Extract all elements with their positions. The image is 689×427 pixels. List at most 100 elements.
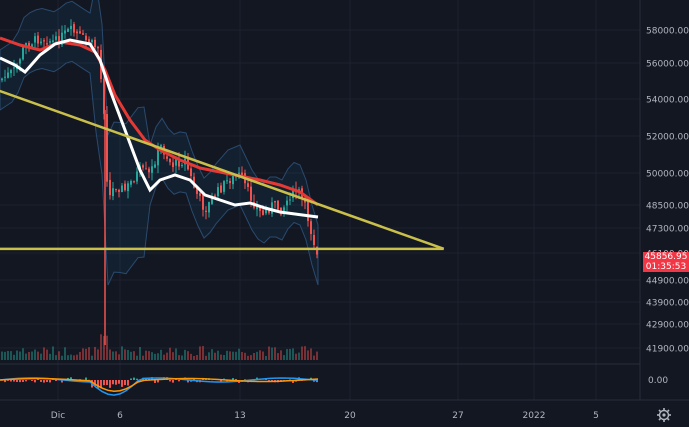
- macd-histogram-bar: [118, 380, 120, 384]
- volume-bar: [28, 351, 30, 360]
- candle-body: [181, 165, 183, 167]
- macd-histogram-bar: [55, 380, 57, 382]
- price-tick-label: 42900.00: [646, 321, 689, 331]
- volume-bar: [79, 351, 81, 360]
- candle-body: [241, 172, 243, 176]
- volume-bar: [232, 351, 234, 360]
- candle-body: [31, 44, 33, 48]
- candle-body: [205, 210, 207, 212]
- volume-bar: [280, 350, 282, 360]
- volume-bar: [133, 351, 135, 360]
- candle-body: [46, 43, 48, 45]
- volume-bar: [46, 349, 48, 360]
- volume-bar: [256, 351, 258, 360]
- candle-body: [175, 159, 177, 166]
- volume-bar: [58, 351, 60, 360]
- candle-body: [226, 180, 228, 182]
- candle-body: [199, 193, 201, 196]
- macd-histogram-bar: [100, 380, 102, 389]
- macd-histogram-bar: [4, 380, 6, 383]
- volume-bar: [136, 355, 138, 360]
- candle-body: [82, 33, 84, 35]
- macd-histogram-bar: [271, 380, 273, 382]
- volume-bar: [172, 352, 174, 360]
- macd-histogram-bar: [133, 377, 135, 380]
- candle-body: [145, 168, 147, 170]
- candle-body: [172, 162, 174, 168]
- volume-bar: [301, 346, 303, 360]
- volume-bar: [55, 355, 57, 360]
- candle-body: [190, 168, 192, 177]
- signal-line: [0, 377, 319, 393]
- macd-histogram-bar: [121, 380, 123, 387]
- sma-line: [0, 38, 319, 219]
- macd-histogram-bar: [235, 378, 237, 380]
- volume-bar: [13, 354, 15, 360]
- candle-body: [313, 234, 315, 246]
- volume-bar: [250, 355, 252, 360]
- time-tick-label: 2022: [523, 411, 546, 421]
- candle-body: [10, 70, 12, 74]
- candle-body: [43, 40, 45, 42]
- volume-bar: [64, 347, 66, 360]
- volume-bar: [253, 352, 255, 360]
- price-tick-label: 43900.00: [646, 299, 689, 309]
- macd-histogram-bar: [40, 380, 42, 382]
- volume-bar: [85, 348, 87, 360]
- macd-histogram-bar: [94, 380, 96, 387]
- time-axis[interactable]: Dic 6 13 20 27 2022 5: [51, 411, 599, 421]
- volume-bar: [121, 346, 123, 360]
- candle-body: [112, 188, 114, 197]
- candle-body: [223, 181, 225, 192]
- candle-body: [214, 195, 216, 198]
- volume-bar: [103, 336, 105, 360]
- volume-bar: [175, 348, 177, 360]
- volume-bar: [61, 355, 63, 360]
- candle-body: [154, 164, 156, 168]
- volume-bar: [34, 349, 36, 360]
- macd-histogram-bar: [70, 377, 72, 380]
- candle-body: [103, 78, 105, 114]
- macd-histogram-bar: [313, 380, 315, 382]
- volume-bar: [181, 355, 183, 360]
- price-tick-label: 52000.00: [646, 133, 689, 143]
- gear-icon[interactable]: [657, 408, 671, 422]
- macd-histogram-bar: [154, 380, 156, 383]
- volume-bar: [94, 346, 96, 360]
- macd-histogram-bar: [34, 380, 36, 383]
- price-tick-label: 44900.00: [646, 277, 689, 287]
- macd-histogram-bar: [127, 380, 129, 386]
- volume-bar: [127, 350, 129, 360]
- candle-body: [127, 183, 129, 192]
- candle-body: [67, 28, 69, 32]
- macd-histogram-bar: [232, 378, 234, 380]
- macd-histogram-bar: [244, 379, 246, 380]
- moving-averages: [0, 36, 319, 219]
- volume-bar: [25, 353, 27, 360]
- volume-bar: [7, 351, 9, 360]
- macd-histogram-bar: [61, 380, 63, 383]
- volume-bar: [19, 351, 21, 360]
- macd-histogram-bar: [316, 380, 318, 383]
- candle-body: [247, 183, 249, 187]
- volume-bar: [271, 347, 273, 360]
- time-tick-label: 20: [344, 411, 356, 421]
- macd-histogram-bar: [145, 378, 147, 380]
- price-tick-label: 50000.00: [646, 170, 689, 180]
- candle-body: [292, 188, 294, 199]
- volume-bar: [166, 352, 168, 360]
- trendlines[interactable]: [0, 85, 445, 251]
- volume-bar: [226, 350, 228, 360]
- bar-countdown: 01:35:53: [645, 262, 687, 272]
- volume-bar: [88, 347, 90, 360]
- macd-histogram-bar: [172, 380, 174, 383]
- volume-bar: [268, 346, 270, 360]
- macd-histogram-bar: [136, 378, 138, 380]
- candle-body: [142, 165, 144, 168]
- volume-bar: [295, 353, 297, 360]
- price-tick-label: 48500.00: [646, 202, 689, 212]
- candle-body: [271, 202, 273, 214]
- candle-body: [259, 207, 261, 211]
- volume-bar: [298, 352, 300, 360]
